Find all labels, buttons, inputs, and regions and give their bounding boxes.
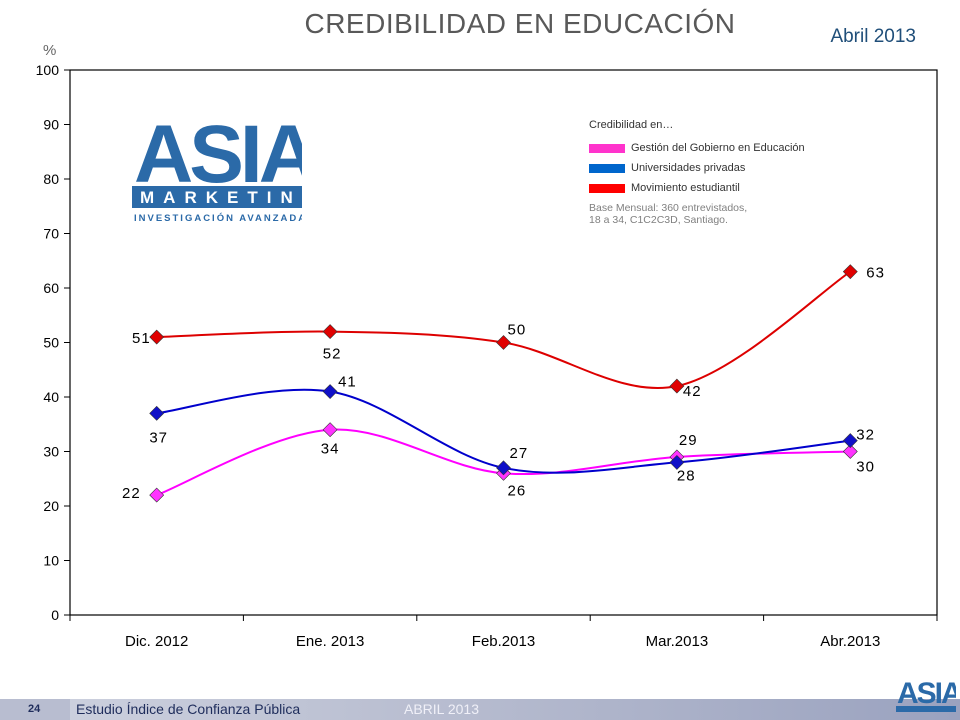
asia-marketing-logo: ASIA MARKETING INVESTIGACIÓN AVANZADA (132, 109, 302, 224)
data-point (149, 487, 165, 503)
y-tick-label: 90 (43, 117, 59, 133)
data-point (842, 433, 858, 449)
footer-date: ABRIL 2013 (404, 701, 479, 717)
data-point (496, 335, 511, 350)
data-point (149, 405, 165, 421)
chart-axes: 0 10 20 30 40 50 60 70 80 90 100 Dic. 2012 Ene. 2013… (36, 62, 938, 650)
legend-label-gobierno: Gestión del Gobierno en Educación (631, 142, 805, 154)
series-line (156, 388, 851, 474)
legend-item-movimiento: Movimiento estudiantil (589, 178, 859, 198)
logo-line1: MARKETING (140, 188, 302, 207)
page-number: 24 (0, 699, 70, 720)
legend-swatch-movimiento (589, 183, 625, 193)
data-label: 22 (122, 485, 141, 502)
footer-logo: ASIA (896, 677, 956, 712)
data-label: 52 (323, 346, 342, 363)
x-tick-label: Ene. 2013 (296, 633, 364, 650)
logo-line2: INVESTIGACIÓN AVANZADA (134, 212, 302, 224)
data-label: 51 (132, 330, 151, 347)
data-point (669, 454, 685, 470)
x-tick-label: Feb.2013 (472, 633, 535, 650)
footer-logo-band (896, 706, 956, 712)
data-label: 34 (321, 441, 340, 458)
y-tick-label: 20 (43, 498, 59, 514)
chart-title: CREDIBILIDAD EN EDUCACIÓN (304, 8, 736, 39)
legend-swatch-universidades (589, 163, 625, 173)
data-label: 26 (508, 482, 527, 499)
y-tick-label: 30 (43, 444, 59, 460)
data-label: 50 (508, 322, 527, 339)
data-point (322, 422, 338, 438)
logo-brand: ASIA (134, 109, 302, 200)
legend-note-line2: 18 a 34, C1C2C3D, Santiago. (589, 214, 728, 226)
chart-markers (149, 264, 858, 503)
chart-legend: Credibilidad en… Gestión del Gobierno en… (589, 119, 859, 226)
legend-item-universidades: Universidades privadas (589, 158, 859, 178)
legend-label-universidades: Universidades privadas (631, 162, 746, 174)
data-label: 32 (856, 427, 875, 444)
legend-label-movimiento: Movimiento estudiantil (631, 182, 740, 194)
report-date: Abril 2013 (830, 26, 916, 47)
y-tick-label: 50 (43, 335, 59, 351)
data-point (322, 384, 338, 399)
data-point (842, 444, 858, 459)
line-chart: 0 10 20 30 40 50 60 70 80 90 100 Dic. 2012 Ene. 2013… (36, 62, 938, 650)
y-tick-label: 80 (43, 171, 59, 187)
x-tick-label: Dic. 2012 (125, 633, 188, 650)
footer-logo-brand: ASIA (897, 677, 956, 710)
footer-bar: 24 Estudio Índice de Confianza Pública A… (0, 699, 960, 720)
y-tick-label: 0 (51, 607, 59, 623)
y-tick-label: 10 (43, 553, 59, 569)
y-axis-unit: % (43, 42, 57, 59)
data-point (322, 324, 338, 340)
data-point (842, 264, 858, 280)
data-label: 28 (677, 467, 696, 484)
data-label: 63 (866, 265, 885, 282)
data-point (669, 378, 685, 394)
data-label: 41 (338, 374, 357, 391)
footer-study-title: Estudio Índice de Confianza Pública (76, 701, 301, 717)
data-point (149, 329, 165, 345)
data-label: 30 (856, 459, 875, 476)
x-tick-label: Mar.2013 (646, 633, 709, 650)
chart-data-labels: 22 34 26 29 30 37 41 27 28 32 51 52 50 42 63 (122, 265, 885, 502)
legend-note: Base Mensual: 360 entrevistados, 18 a 34… (589, 202, 859, 226)
legend-swatch-gobierno (589, 143, 625, 153)
data-point (496, 460, 511, 476)
y-tick-label: 40 (43, 389, 59, 405)
y-tick-label: 60 (43, 280, 59, 296)
legend-note-line1: Base Mensual: 360 entrevistados, (589, 202, 748, 214)
data-label: 42 (683, 383, 702, 400)
x-tick-label: Abr.2013 (820, 633, 880, 650)
logo-band (132, 186, 302, 208)
series-line (156, 270, 851, 389)
data-label: 37 (149, 429, 168, 446)
y-tick-label: 70 (43, 226, 59, 242)
data-label: 29 (679, 432, 698, 449)
legend-item-gobierno: Gestión del Gobierno en Educación (589, 138, 859, 158)
y-tick-label: 100 (36, 62, 60, 78)
legend-title: Credibilidad en… (589, 119, 674, 131)
data-label: 27 (510, 445, 529, 462)
